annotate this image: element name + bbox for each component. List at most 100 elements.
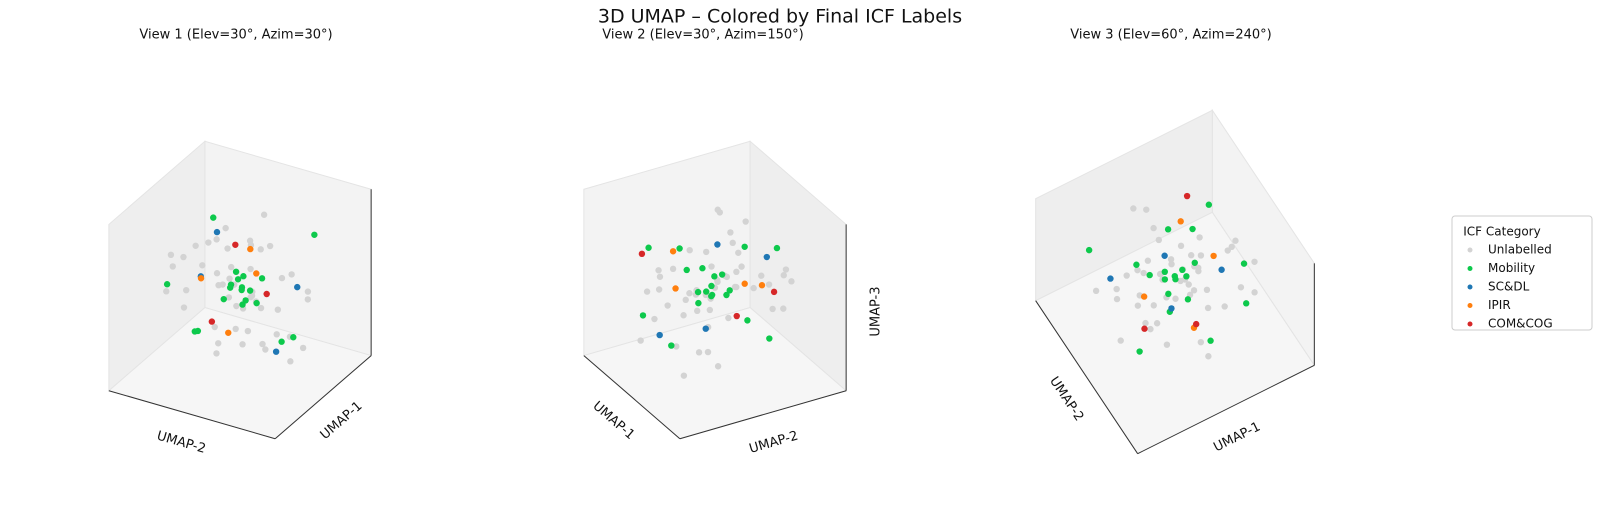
point	[703, 288, 710, 295]
point	[1221, 303, 1228, 310]
point	[1143, 206, 1150, 213]
point	[1197, 252, 1205, 259]
point	[1133, 261, 1140, 268]
point	[1107, 275, 1114, 282]
point	[253, 299, 260, 307]
point	[741, 243, 748, 250]
legend-label: Mobility	[1488, 261, 1535, 275]
point	[708, 263, 715, 270]
point	[750, 284, 757, 292]
point	[192, 242, 199, 249]
point	[758, 282, 766, 289]
point	[253, 270, 260, 277]
point	[1207, 337, 1214, 344]
point	[773, 244, 781, 252]
point	[714, 241, 721, 248]
chart-title: 3D UMAP – Colored by Final ICF Labels	[598, 6, 962, 28]
point	[266, 242, 274, 250]
axis-line	[583, 355, 681, 440]
point	[232, 325, 239, 333]
point	[1165, 290, 1172, 298]
point	[676, 245, 683, 252]
point	[782, 266, 790, 273]
point	[695, 349, 703, 356]
point	[766, 335, 773, 342]
point	[682, 296, 689, 304]
point	[226, 284, 234, 291]
axis-line	[679, 390, 847, 440]
point	[1177, 218, 1184, 225]
point	[1240, 260, 1248, 267]
point	[704, 348, 712, 356]
point	[695, 299, 702, 307]
point	[769, 305, 776, 313]
legend-marker	[1467, 266, 1473, 271]
point	[744, 317, 751, 324]
point	[742, 218, 749, 225]
point	[703, 248, 710, 256]
point	[240, 273, 247, 280]
point	[1191, 259, 1198, 266]
point	[247, 245, 254, 253]
axis-line	[1137, 364, 1315, 455]
point	[228, 263, 235, 271]
point	[770, 288, 778, 296]
point	[637, 337, 644, 344]
point	[669, 248, 677, 255]
point	[669, 265, 677, 273]
point	[655, 286, 663, 293]
point	[1150, 302, 1157, 309]
point	[272, 348, 280, 355]
point	[1190, 287, 1198, 294]
point	[699, 265, 706, 272]
point	[1142, 319, 1149, 327]
point	[738, 263, 745, 270]
point	[1155, 236, 1163, 244]
point	[1144, 257, 1152, 264]
point	[694, 288, 702, 296]
point	[731, 283, 739, 291]
point	[242, 297, 249, 304]
point	[222, 224, 229, 232]
point	[1184, 296, 1192, 303]
point	[651, 315, 658, 323]
point	[260, 211, 268, 218]
point	[1187, 252, 1195, 259]
point	[274, 306, 282, 313]
point	[683, 266, 690, 274]
point	[735, 249, 742, 256]
point	[247, 294, 254, 301]
point	[244, 327, 252, 335]
point	[708, 291, 716, 299]
point	[263, 290, 270, 298]
point	[656, 331, 663, 339]
point	[257, 246, 264, 253]
point	[668, 342, 675, 349]
point	[1218, 266, 1225, 273]
axis-label: UMAP-1	[318, 399, 366, 443]
axis-label: UMAP-1	[1211, 419, 1263, 455]
point	[262, 346, 269, 353]
point	[1167, 256, 1175, 263]
point	[1140, 269, 1147, 277]
point	[639, 312, 647, 319]
point	[711, 273, 718, 280]
point	[714, 363, 722, 370]
point	[1130, 205, 1137, 212]
point	[664, 302, 671, 309]
point	[246, 287, 254, 294]
point	[686, 246, 693, 254]
point	[1189, 225, 1196, 233]
point	[758, 272, 765, 279]
point	[763, 253, 771, 261]
point	[780, 305, 787, 312]
point	[702, 325, 709, 332]
point	[723, 291, 730, 299]
point	[1146, 271, 1153, 279]
point	[645, 244, 652, 251]
point	[673, 343, 680, 350]
view-title: View 3 (Elev=60°, Azim=240°)	[1070, 28, 1271, 43]
point	[706, 306, 714, 314]
point	[1134, 266, 1141, 274]
